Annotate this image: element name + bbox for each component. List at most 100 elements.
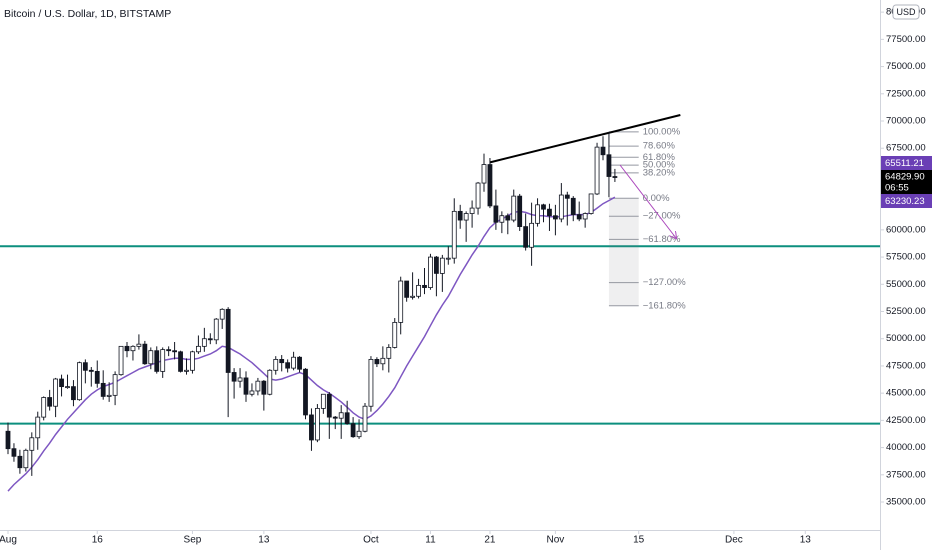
last-price-bg xyxy=(881,170,932,194)
candle-body xyxy=(523,226,529,248)
x-tick-label: 21 xyxy=(484,535,496,546)
candle-body xyxy=(332,416,338,419)
candle-body xyxy=(416,284,421,297)
y-tick-label: 45000.00 xyxy=(886,388,926,399)
candle-body xyxy=(505,215,511,221)
candle-body xyxy=(541,204,546,210)
y-tick-label: 55000.00 xyxy=(886,279,926,290)
candle-body xyxy=(600,146,606,156)
candle-body xyxy=(148,350,154,365)
fib-level-label: 0.00% xyxy=(643,193,670,204)
candle-body xyxy=(338,412,344,419)
trend-line xyxy=(489,114,681,164)
candle-body xyxy=(77,362,82,401)
candle-body xyxy=(529,222,534,248)
x-tick-label: 13 xyxy=(800,535,812,546)
fib-level-label: −127.00% xyxy=(643,277,687,288)
y-tick-label: 77500.00 xyxy=(886,34,926,45)
candle-body xyxy=(112,374,118,396)
x-tick-label: Sep xyxy=(184,535,202,546)
candle-body xyxy=(225,308,231,373)
candle-body xyxy=(463,213,469,221)
y-tick-label: 37500.00 xyxy=(886,469,926,480)
candle-body xyxy=(5,430,11,450)
candle-body xyxy=(612,176,618,178)
candle-body xyxy=(320,393,326,409)
candle-body xyxy=(457,210,463,221)
candle-body xyxy=(154,350,160,372)
candle-body xyxy=(118,345,124,376)
title-bg xyxy=(0,4,172,22)
fib-level-label: 78.60% xyxy=(643,141,676,152)
currency-label: USD xyxy=(896,7,916,17)
candle-body xyxy=(160,349,166,372)
candle-body xyxy=(285,362,291,369)
y-tick-label: 72500.00 xyxy=(886,88,926,99)
candle-body xyxy=(451,210,457,259)
candle-body xyxy=(17,455,23,469)
x-tick-label: Nov xyxy=(547,535,565,546)
candle-body xyxy=(487,164,493,207)
y-tick-label: 57500.00 xyxy=(886,252,926,263)
y-tick-label: 50000.00 xyxy=(886,333,926,344)
candle-body xyxy=(213,318,219,341)
price-label-bg xyxy=(881,156,932,170)
candle-body xyxy=(166,349,172,352)
price-label: 65511.21 xyxy=(885,158,924,169)
candle-body xyxy=(231,372,237,382)
candle-body xyxy=(65,386,70,389)
y-tick-label: 35000.00 xyxy=(886,497,926,508)
candle-body xyxy=(433,256,439,274)
x-tick-label: 11 xyxy=(425,535,436,546)
fib-level-label: −61.80% xyxy=(643,234,681,245)
candle-body xyxy=(41,397,47,418)
candle-body xyxy=(71,386,76,401)
candle-body xyxy=(344,412,350,425)
candle-body xyxy=(404,280,410,298)
candle-body xyxy=(576,214,582,220)
candle-body xyxy=(380,357,386,365)
y-tick-label: 47500.00 xyxy=(886,360,926,371)
last-price: 64829.90 xyxy=(885,172,925,183)
candle-body xyxy=(195,345,201,353)
candle-body xyxy=(219,308,225,320)
candle-body xyxy=(422,284,427,288)
candle-body xyxy=(255,380,261,392)
candle-body xyxy=(291,356,297,369)
candle-body xyxy=(481,164,487,184)
candle-body xyxy=(303,368,308,416)
candle-body xyxy=(398,280,404,323)
candle-body xyxy=(124,345,130,352)
candle-body xyxy=(326,393,332,418)
plot-area: 100.00% 78.60%61.80%50.00%38.20% 0.00% −27.… xyxy=(0,114,880,492)
y-tick-label: 67500.00 xyxy=(886,143,926,154)
candle-body xyxy=(582,213,588,220)
y-tick-label: 60000.00 xyxy=(886,224,926,235)
chart-title: Bitcoin / U.S. Dollar, 1D, BITSTAMP xyxy=(4,8,171,20)
y-tick-label: 75000.00 xyxy=(886,61,926,72)
currency-badge[interactable] xyxy=(892,4,920,20)
candle-body xyxy=(106,394,112,397)
fib-level-label: 61.80% xyxy=(643,152,676,163)
candle-body xyxy=(190,351,195,371)
y-tick-label: 42500.00 xyxy=(886,415,926,426)
candle-body xyxy=(410,295,416,298)
candle-body xyxy=(499,215,505,223)
candle-body xyxy=(570,197,576,216)
candle-body xyxy=(243,377,249,395)
candle-body xyxy=(142,343,148,365)
candle-body xyxy=(23,449,29,469)
y-tick-label: 52500.00 xyxy=(886,306,926,317)
candle-body xyxy=(386,347,392,359)
x-tick-label: Aug xyxy=(0,535,17,546)
candle-body xyxy=(475,182,481,209)
candle-body xyxy=(439,257,445,274)
candle-body xyxy=(201,338,207,347)
x-tick-label: 15 xyxy=(633,535,645,546)
candle-body xyxy=(445,257,451,260)
price-label: 63230.23 xyxy=(885,196,925,207)
candle-body xyxy=(100,382,106,397)
x-tick-label: Dec xyxy=(725,535,743,546)
candle-body xyxy=(261,380,267,395)
candle-body xyxy=(11,448,17,457)
